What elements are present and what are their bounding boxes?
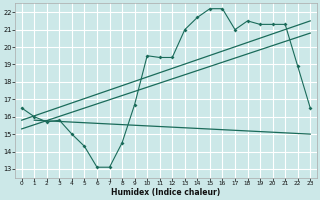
X-axis label: Humidex (Indice chaleur): Humidex (Indice chaleur) bbox=[111, 188, 220, 197]
